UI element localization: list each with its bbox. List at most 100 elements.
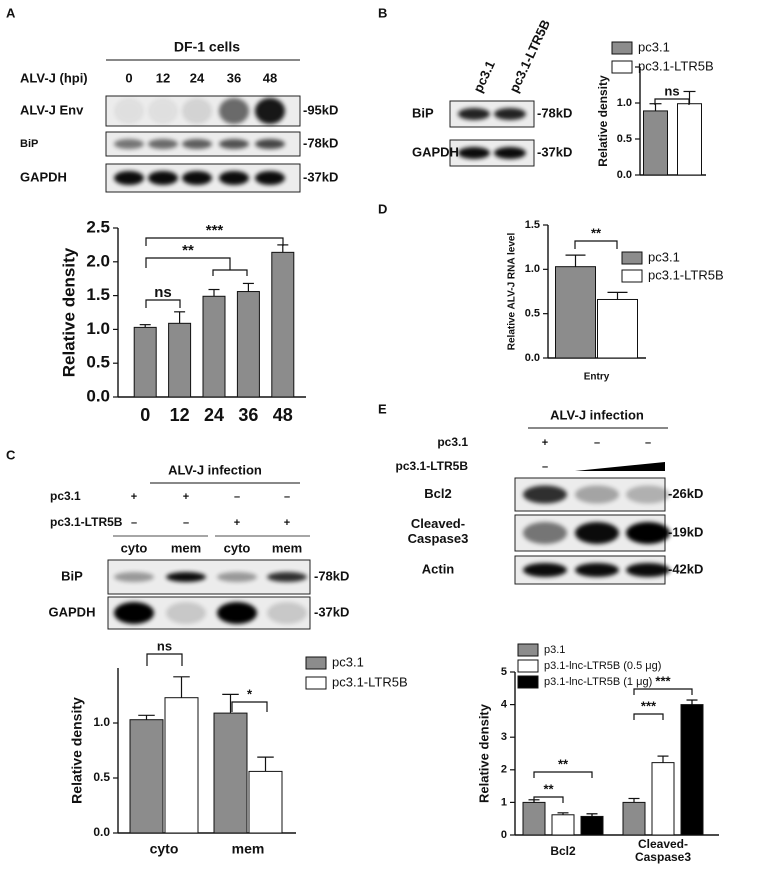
bar [580, 815, 604, 836]
treatment-mark: – [284, 491, 290, 503]
bar [651, 762, 675, 836]
error-bar [242, 282, 254, 292]
significance-bracket [145, 237, 284, 246]
treatment-label: pc3.1 [437, 435, 468, 449]
legend-swatch [611, 60, 633, 74]
y-tick-label: 1.0 [617, 97, 632, 109]
error-bar [586, 813, 598, 817]
x-tick-label: cyto [150, 841, 179, 857]
x-tick-label: Bcl2 [550, 844, 576, 858]
legend-label: pc3.1 [332, 654, 364, 669]
panel-label: E [378, 401, 387, 416]
row-label: Actin [422, 561, 455, 576]
y-tick-label: 0.0 [525, 352, 540, 364]
y-tick-label: 4 [501, 699, 508, 711]
blot-title: ALV-J infection [550, 407, 644, 422]
blot-band [494, 108, 526, 120]
panel-label: B [378, 5, 387, 20]
panel-label: A [6, 5, 16, 20]
blot-band [219, 98, 249, 124]
lane-label: 36 [227, 70, 241, 85]
bar [522, 801, 546, 836]
blot-band [166, 572, 206, 582]
significance-bracket [145, 257, 231, 270]
x-tick-label: 0 [140, 405, 150, 425]
panel-label: C [6, 447, 16, 462]
y-tick-label: 0 [501, 829, 507, 841]
significance-bracket [212, 269, 248, 276]
blot-band [148, 171, 178, 185]
y-tick-label: 5 [501, 666, 507, 678]
significance-bracket [633, 688, 693, 695]
significance-label: ns [157, 638, 172, 653]
legend-swatch [305, 656, 327, 670]
bar [202, 295, 226, 398]
row-label: GAPDH [412, 144, 459, 159]
blot-band [182, 139, 212, 149]
error-bar [138, 714, 155, 720]
blot-band [626, 485, 670, 504]
x-tick-label: 48 [273, 405, 293, 425]
y-tick-label: 0.0 [86, 386, 110, 405]
blot-band [219, 139, 249, 149]
treatment-mark: + [131, 491, 137, 503]
row-label: BiP [20, 138, 38, 150]
treatment-mark: – [234, 491, 240, 503]
y-tick-label: 0.5 [93, 770, 110, 784]
x-tick-label: Entry [584, 372, 610, 383]
legend-label: pc3.1-LTR5B [332, 674, 408, 689]
size-label: -19kD [668, 524, 703, 539]
x-tick-label: 12 [170, 405, 190, 425]
blot-band [255, 139, 285, 149]
blot-band [219, 171, 249, 185]
legend-label: pc3.1-LTR5B [648, 267, 724, 282]
y-tick-label: 1 [501, 796, 507, 808]
treatment-mark: – [645, 437, 651, 449]
treatment-mark: + [183, 491, 189, 503]
bar [236, 291, 260, 398]
significance-label: ** [543, 781, 554, 796]
y-axis-label: Relative density [476, 703, 491, 803]
blot-title: DF-1 cells [174, 39, 240, 55]
blot-band [523, 522, 567, 544]
y-tick-label: 1.0 [86, 319, 110, 338]
significance-bracket [231, 701, 268, 712]
y-axis-label: Relative density [59, 247, 78, 377]
significance-bracket [146, 653, 183, 666]
treatment-mark: + [234, 517, 240, 529]
size-label: -95kD [303, 102, 338, 117]
lane-label: mem [171, 540, 201, 555]
blot-band [458, 147, 490, 159]
blot-band [575, 522, 619, 544]
y-tick-label: 0.5 [86, 353, 110, 372]
y-tick-label: 1.0 [525, 263, 540, 275]
significance-label: *** [206, 222, 224, 239]
lane-label: cyto [224, 540, 251, 555]
blot-band [114, 98, 144, 124]
y-tick-label: 1.5 [525, 219, 540, 231]
blot-band [148, 139, 178, 149]
error-bar [607, 291, 628, 300]
significance-bracket [633, 713, 664, 720]
row-label: BiP [61, 568, 83, 583]
error-bar [139, 324, 151, 328]
legend-swatch [517, 659, 539, 673]
significance-label: ns [154, 284, 172, 301]
blot-band [114, 572, 154, 582]
blot-band [523, 485, 567, 504]
error-bar [565, 254, 586, 267]
size-label: -42kD [668, 561, 703, 576]
significance-bracket [654, 98, 690, 105]
size-label: -78kD [303, 135, 338, 150]
blot-band [575, 485, 619, 504]
treatment-mark: – [131, 517, 137, 529]
lane-label: pc3.1 [470, 58, 498, 94]
y-tick-label: 0.5 [525, 308, 540, 320]
x-tick-label-box: Cleaved- Caspase3 [635, 838, 691, 865]
size-label: -37kD [303, 169, 338, 184]
bar [597, 298, 638, 359]
bar [129, 719, 164, 834]
legend-swatch [305, 676, 327, 690]
row-label: ALV-J Env [20, 102, 84, 117]
